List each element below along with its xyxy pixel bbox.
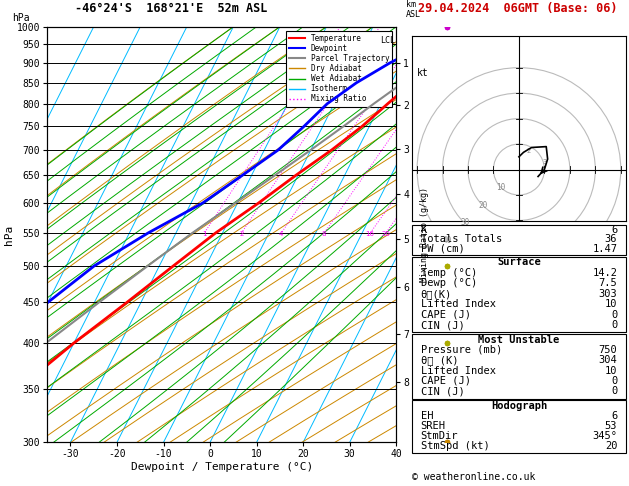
Text: Most Unstable: Most Unstable [478, 334, 560, 345]
Text: 0: 0 [611, 386, 617, 396]
Text: 30: 30 [461, 219, 470, 227]
Text: 0: 0 [611, 310, 617, 320]
Text: -46°24'S  168°21'E  52m ASL: -46°24'S 168°21'E 52m ASL [75, 1, 268, 15]
Legend: Temperature, Dewpoint, Parcel Trajectory, Dry Adiabat, Wet Adiabat, Isotherm, Mi: Temperature, Dewpoint, Parcel Trajectory… [286, 31, 392, 106]
Text: 303: 303 [599, 289, 617, 299]
Text: 345°: 345° [593, 431, 617, 441]
Text: Temp (°C): Temp (°C) [421, 268, 477, 278]
Text: 10: 10 [605, 299, 617, 309]
Text: 10: 10 [496, 183, 506, 192]
Text: θᴇ (K): θᴇ (K) [421, 355, 458, 365]
Text: 20: 20 [381, 231, 390, 237]
Text: CIN (J): CIN (J) [421, 320, 464, 330]
Text: 1.47: 1.47 [593, 243, 617, 254]
Text: 16: 16 [365, 231, 375, 237]
Text: CAPE (J): CAPE (J) [421, 376, 470, 386]
Text: 20: 20 [479, 201, 488, 209]
Text: 29.04.2024  06GMT (Base: 06): 29.04.2024 06GMT (Base: 06) [418, 1, 618, 15]
Text: 6: 6 [611, 411, 617, 420]
Text: StmSpd (kt): StmSpd (kt) [421, 441, 489, 451]
Text: Totals Totals: Totals Totals [421, 234, 502, 244]
Text: 36: 36 [605, 234, 617, 244]
Text: PW (cm): PW (cm) [421, 243, 464, 254]
Text: θᴇ(K): θᴇ(K) [421, 289, 452, 299]
Text: 1: 1 [202, 231, 206, 237]
Text: 14.2: 14.2 [593, 268, 617, 278]
Text: © weatheronline.co.uk: © weatheronline.co.uk [412, 472, 535, 482]
Text: SREH: SREH [421, 421, 445, 431]
Text: hPa: hPa [13, 13, 30, 23]
Text: 0: 0 [611, 320, 617, 330]
Text: LCL: LCL [380, 36, 395, 45]
Text: StmDir: StmDir [421, 431, 458, 441]
Text: CAPE (J): CAPE (J) [421, 310, 470, 320]
Y-axis label: hPa: hPa [4, 225, 14, 244]
Text: Lifted Index: Lifted Index [421, 299, 496, 309]
Text: EH: EH [421, 411, 433, 420]
Text: 8: 8 [322, 231, 326, 237]
Text: 3: 3 [543, 159, 547, 165]
Text: 2: 2 [239, 231, 243, 237]
Text: 304: 304 [599, 355, 617, 365]
Text: Surface: Surface [497, 257, 541, 267]
Text: kt: kt [417, 68, 429, 78]
Text: km
ASL: km ASL [406, 0, 421, 19]
Text: Mixing Ratio (g/kg): Mixing Ratio (g/kg) [420, 187, 429, 282]
Text: 7.5: 7.5 [599, 278, 617, 288]
Text: 2: 2 [526, 148, 531, 154]
Text: 4: 4 [279, 231, 284, 237]
X-axis label: Dewpoint / Temperature (°C): Dewpoint / Temperature (°C) [131, 462, 313, 472]
Text: CIN (J): CIN (J) [421, 386, 464, 396]
Text: 6: 6 [611, 225, 617, 235]
Text: 0: 0 [611, 376, 617, 386]
Text: Lifted Index: Lifted Index [421, 365, 496, 376]
Text: Hodograph: Hodograph [491, 400, 547, 411]
Text: Pressure (mb): Pressure (mb) [421, 345, 502, 355]
Text: 750: 750 [599, 345, 617, 355]
Text: 40: 40 [443, 236, 452, 245]
Text: 10: 10 [605, 365, 617, 376]
Text: K: K [421, 225, 427, 235]
Text: Dewp (°C): Dewp (°C) [421, 278, 477, 288]
Text: 20: 20 [605, 441, 617, 451]
Text: 53: 53 [605, 421, 617, 431]
